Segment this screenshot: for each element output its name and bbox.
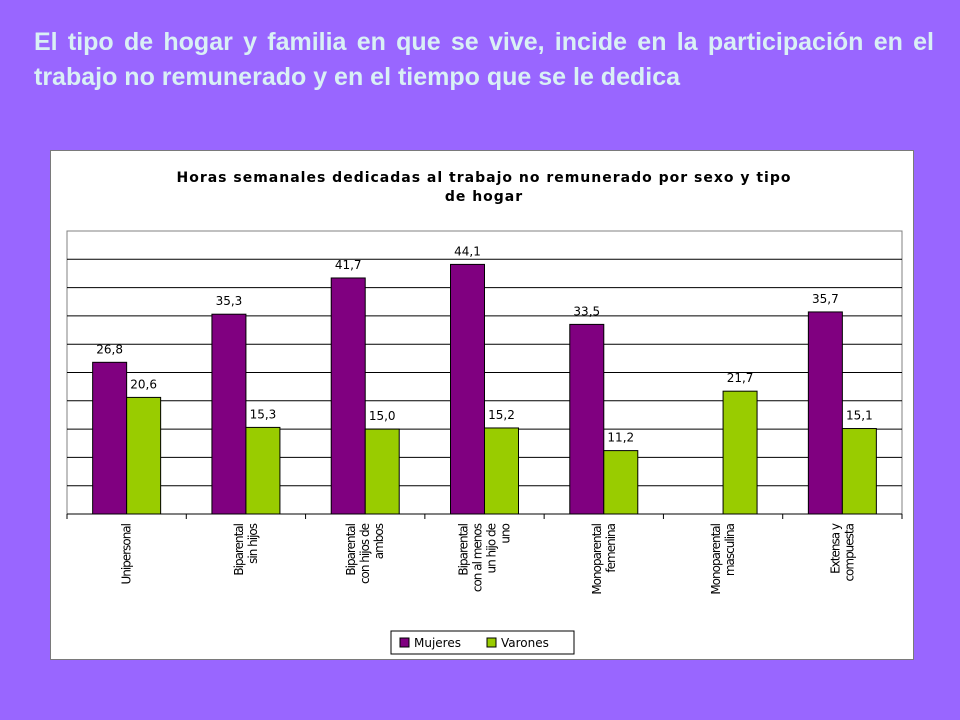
data-label: 20,6 xyxy=(130,377,157,391)
legend: Mujeres Varones xyxy=(390,630,575,655)
slide-title: El tipo de hogar y familia en que se viv… xyxy=(34,28,934,91)
chart-title-line-2: de hogar xyxy=(445,189,523,205)
data-label: 33,5 xyxy=(573,304,600,318)
chart-title-line-1: Horas semanales dedicadas al trabajo no … xyxy=(177,170,792,186)
data-label: 15,3 xyxy=(250,407,277,421)
bar-mujeres xyxy=(569,323,605,515)
category-label: uno xyxy=(499,523,513,543)
bar-mujeres xyxy=(807,311,843,515)
category-label: Monoparental xyxy=(590,523,604,594)
legend-label-varones: Varones xyxy=(501,636,549,650)
category-label: masculina xyxy=(723,523,737,576)
bar-varones xyxy=(722,390,758,515)
bar-varones xyxy=(364,428,400,515)
bar-mujeres xyxy=(92,361,128,515)
category-label: con hijos de xyxy=(358,523,372,584)
data-label: 26,8 xyxy=(96,342,123,356)
bar-varones xyxy=(245,426,281,515)
category-label: con al menos xyxy=(471,523,485,592)
category-labels-group: Unipersonal Biparental sin hijos Biparental… xyxy=(120,523,857,595)
category-label: Biparental xyxy=(344,523,358,575)
category-label: compuesta xyxy=(842,523,856,581)
chart-container: Horas semanales dedicadas al trabajo no … xyxy=(50,150,914,660)
data-label: 11,2 xyxy=(607,431,634,445)
bar-varones xyxy=(603,450,639,515)
bar-varones xyxy=(484,427,519,515)
category-label: Biparental xyxy=(232,523,246,575)
data-label: 35,3 xyxy=(216,294,243,308)
data-label: 15,0 xyxy=(369,409,396,423)
category-label: un hijo de xyxy=(485,523,499,573)
data-label: 41,7 xyxy=(335,258,362,272)
bar-mujeres xyxy=(211,313,247,515)
category-label: Monoparental xyxy=(709,523,723,594)
bar-chart: Horas semanales dedicadas al trabajo no … xyxy=(66,170,903,655)
category-label: Unipersonal xyxy=(120,523,134,584)
bars-group xyxy=(92,263,877,515)
category-label: ambos xyxy=(372,523,386,559)
data-label: 35,7 xyxy=(812,292,839,306)
category-label: Biparental xyxy=(457,523,471,575)
data-labels-group: 26,8 35,3 41,7 44,1 33,5 35,7 20,6 15,3 15,0 15,2… xyxy=(96,244,872,444)
data-label: 44,1 xyxy=(454,244,481,258)
category-label: Extensa y xyxy=(828,523,842,574)
bar-mujeres xyxy=(450,263,485,515)
bar-varones xyxy=(126,396,162,515)
category-label: sin hijos xyxy=(246,523,260,564)
legend-box xyxy=(390,630,575,655)
bar-varones xyxy=(841,428,877,515)
legend-swatch-mujeres xyxy=(399,637,410,648)
bar-mujeres xyxy=(330,277,366,515)
data-label: 21,7 xyxy=(727,371,754,385)
data-label: 15,1 xyxy=(846,409,873,423)
legend-label-mujeres: Mujeres xyxy=(414,636,461,650)
data-label: 15,2 xyxy=(488,408,515,422)
category-label: femenina xyxy=(604,523,618,572)
legend-swatch-varones xyxy=(486,637,497,648)
